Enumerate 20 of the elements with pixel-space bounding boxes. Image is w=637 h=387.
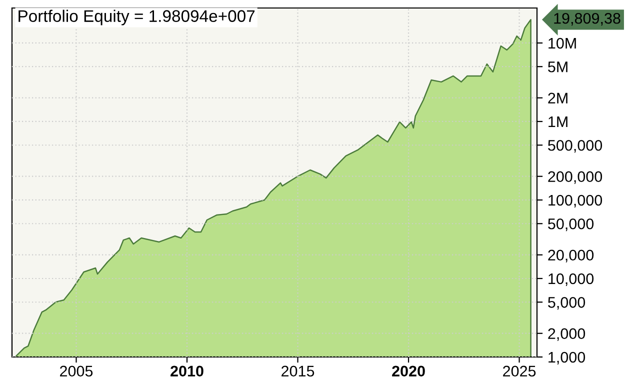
- y-tick-label: 200,000: [548, 171, 602, 184]
- y-tick-label: 50,000: [548, 218, 594, 232]
- x-tick-label: 2010: [170, 366, 204, 377]
- y-tick-label: 20,000: [548, 250, 594, 262]
- y-tick-label: 5,000: [548, 296, 586, 310]
- y-tick-label: 100,000: [548, 194, 602, 208]
- y-tick-label: 2,000: [548, 328, 586, 341]
- y-tick-label: 500,000: [548, 140, 602, 153]
- y-tick-label: 2M: [548, 92, 568, 104]
- y-tick-label: 5M: [548, 62, 568, 72]
- y-tick-label: 1,000: [548, 352, 586, 364]
- chart-title: Portfolio Equity = 1.98094e+007: [18, 10, 255, 26]
- y-tick-label: 10,000: [548, 273, 594, 286]
- x-tick-label: 2025: [503, 366, 536, 377]
- x-tick-label: 2020: [392, 366, 425, 377]
- y-tick-label: 1M: [548, 116, 568, 128]
- text: 19,809,38: [554, 12, 620, 26]
- x-tick-label: 2015: [282, 366, 314, 377]
- x-tick-label: 2005: [60, 366, 93, 377]
- y-tick-label: 10M: [548, 38, 576, 49]
